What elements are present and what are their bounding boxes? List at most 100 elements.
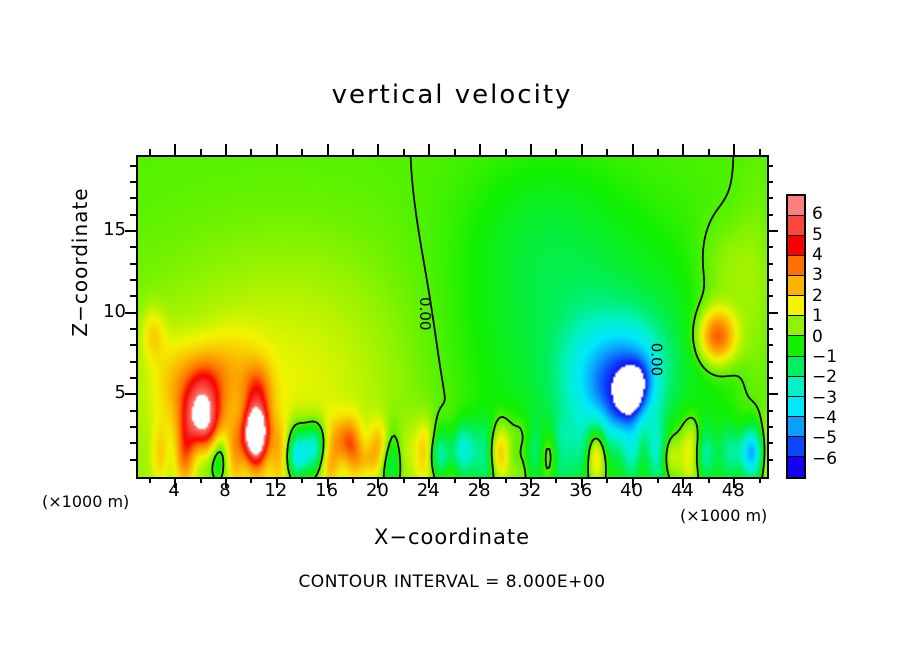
x-tick-label: 32 (518, 480, 542, 501)
y-tick-minor (125, 311, 136, 314)
colorbar-cell (788, 236, 804, 257)
y-axis-title: Z−coordinate (68, 187, 92, 337)
colorbar-tick-label: −1 (812, 346, 838, 367)
colorbar-tick-label: −3 (812, 387, 838, 408)
contour-label-0: 0.00 (416, 297, 434, 330)
y-axis-unit-label: (×1000 m) (42, 492, 130, 511)
y-tick-right (767, 295, 773, 298)
x-tick-top (199, 149, 202, 155)
x-tick-top (707, 149, 710, 155)
plot-area: 0.00 0.00 (136, 155, 769, 479)
x-tick-minor (428, 477, 431, 488)
x-tick-minor (224, 477, 227, 488)
x-tick-minor (479, 477, 482, 488)
x-tick-top (174, 144, 177, 155)
contour-field: 0.00 0.00 (138, 157, 767, 477)
x-tick-label: 48 (721, 480, 745, 501)
x-tick-minor (529, 477, 532, 488)
x-tick-minor (453, 477, 456, 483)
x-tick-top (682, 144, 685, 155)
y-tick-right (767, 393, 778, 396)
x-axis-title: X−coordinate (374, 525, 530, 549)
x-tick-top (733, 144, 736, 155)
x-tick-top (250, 149, 253, 155)
y-tick-minor (125, 393, 136, 396)
y-tick-right (767, 246, 773, 249)
x-tick-minor (377, 477, 380, 488)
x-tick-top (529, 144, 532, 155)
y-tick-right (767, 181, 773, 184)
x-tick-top (555, 149, 558, 155)
colorbar (786, 194, 806, 479)
x-tick-minor (174, 477, 177, 488)
x-tick-label: 24 (416, 480, 440, 501)
x-tick-top (275, 144, 278, 155)
x-tick-label: 28 (467, 480, 491, 501)
y-tick-right (767, 311, 778, 314)
page-title: vertical velocity (331, 80, 573, 110)
y-tick-right (767, 328, 773, 331)
colorbar-cell (788, 256, 804, 277)
y-tick-minor (130, 197, 136, 200)
x-tick-label: 20 (365, 480, 389, 501)
x-tick-minor (250, 477, 253, 483)
colorbar-cell (788, 276, 804, 297)
x-tick-top (453, 149, 456, 155)
colorbar-cell (788, 436, 804, 457)
y-tick-minor (130, 409, 136, 412)
y-tick-minor (130, 328, 136, 331)
x-tick-label: 12 (264, 480, 288, 501)
y-tick-right (767, 458, 773, 461)
x-tick-minor (199, 477, 202, 483)
colorbar-cell (788, 376, 804, 397)
y-tick-right (767, 197, 773, 200)
x-tick-top (402, 149, 405, 155)
colorbar-cell (788, 416, 804, 437)
y-tick-right (767, 442, 773, 445)
x-tick-minor (656, 477, 659, 483)
x-tick-minor (504, 477, 507, 483)
y-tick-minor (125, 230, 136, 233)
x-tick-minor (402, 477, 405, 483)
x-tick-minor (606, 477, 609, 483)
x-tick-top (326, 144, 329, 155)
x-tick-minor (631, 477, 634, 488)
velocity-colour-field (138, 157, 767, 477)
x-tick-minor (733, 477, 736, 488)
y-tick-minor (130, 458, 136, 461)
y-tick-right (767, 344, 773, 347)
y-tick-minor (130, 360, 136, 363)
y-tick-right (767, 164, 773, 167)
colorbar-cell (788, 196, 804, 217)
x-tick-top (580, 144, 583, 155)
y-tick-right (767, 426, 773, 429)
x-tick-label: 4 (168, 480, 180, 501)
colorbar-tick-label: −5 (812, 428, 838, 449)
colorbar-tick-label: 4 (812, 245, 823, 266)
y-tick-minor (130, 262, 136, 265)
y-tick-right (767, 360, 773, 363)
x-tick-minor (352, 477, 355, 483)
colorbar-tick-label: 1 (812, 306, 823, 327)
colorbar-cell (788, 356, 804, 377)
x-tick-top (504, 149, 507, 155)
x-tick-minor (758, 477, 761, 483)
y-tick-minor (130, 442, 136, 445)
x-tick-top (606, 149, 609, 155)
colorbar-tick-label: 6 (812, 204, 823, 225)
colorbar-tick-label: −6 (812, 448, 838, 469)
colorbar-tick-label: 3 (812, 265, 823, 286)
colorbar-cell (788, 316, 804, 337)
y-tick-minor (130, 426, 136, 429)
colorbar-tick-label: 5 (812, 224, 823, 245)
y-tick-minor (130, 164, 136, 167)
x-tick-label: 44 (670, 480, 694, 501)
y-tick-right (767, 409, 773, 412)
colorbar-cell (788, 396, 804, 417)
x-tick-minor (555, 477, 558, 483)
x-tick-label: 8 (219, 480, 231, 501)
colorbar-tick-label: −4 (812, 407, 838, 428)
x-tick-label: 16 (315, 480, 339, 501)
colorbar-tick-label: −2 (812, 367, 838, 388)
colorbar-cell (788, 296, 804, 317)
